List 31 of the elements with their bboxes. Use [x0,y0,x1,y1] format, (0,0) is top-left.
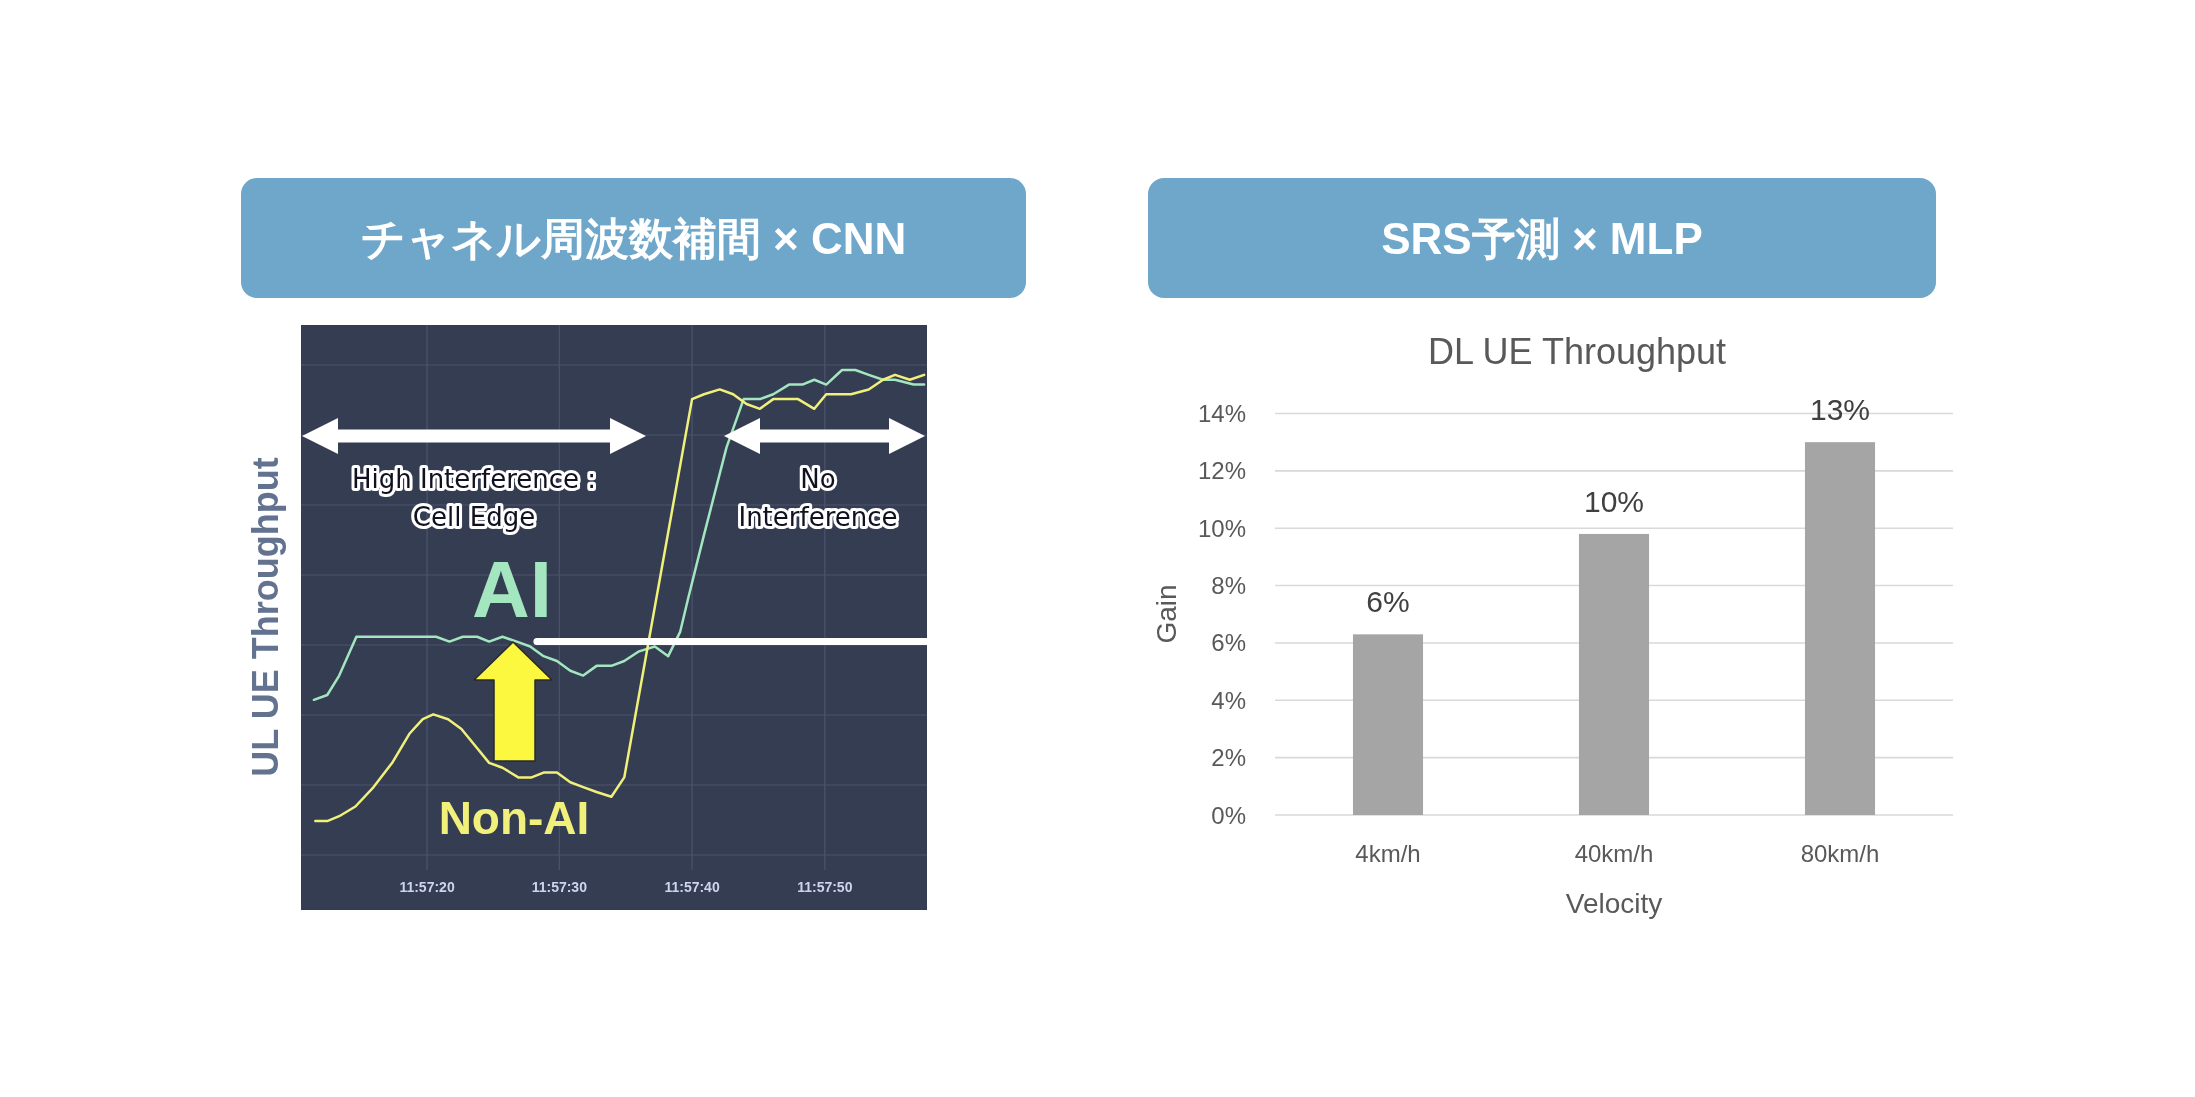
x-tick-label: 40km/h [1574,840,1654,867]
data-label: 10% [1583,484,1645,518]
x-tick-label: 11:57:50 [797,879,853,895]
bar [1578,533,1650,815]
series-label: AI [472,545,552,634]
x-tick-label: 11:57:30 [531,879,588,895]
y-tick-label: 0% [1211,801,1246,829]
y-tick-label: 4% [1211,686,1246,714]
annotation: High Interference : Cell Edge [351,464,597,532]
x-tick-label: 80km/h [1800,840,1880,867]
bar [1804,442,1876,815]
chart-title: SRS予測 × MLP [1381,213,1703,263]
y-tick-label: 12% [1197,457,1246,485]
bar [1352,634,1424,815]
x-tick-label: 4km/h [1355,840,1421,867]
data-label: 13% [1809,393,1871,427]
x-tick-label: 11:57:20 [399,879,455,895]
chart-subtitle: DL UE Throughput [1427,331,1727,372]
annotation: No Interference [738,464,898,532]
x-axis-title: Velocity [1565,888,1663,919]
y-axis-title: Gain [1150,584,1182,644]
series-label: Non-AI [438,792,590,844]
x-tick-label: 11:57:40 [664,879,720,895]
y-tick-label: 10% [1197,514,1246,542]
y-tick-label: 8% [1211,572,1246,600]
y-tick-label: 2% [1211,744,1246,772]
data-label: 6% [1366,585,1410,619]
chart-title: チャネル周波数補間 × CNN [360,213,907,263]
y-tick-label: 6% [1211,629,1246,657]
y-axis-title: UL UE Throughput [244,457,286,777]
y-tick-label: 14% [1197,400,1246,427]
